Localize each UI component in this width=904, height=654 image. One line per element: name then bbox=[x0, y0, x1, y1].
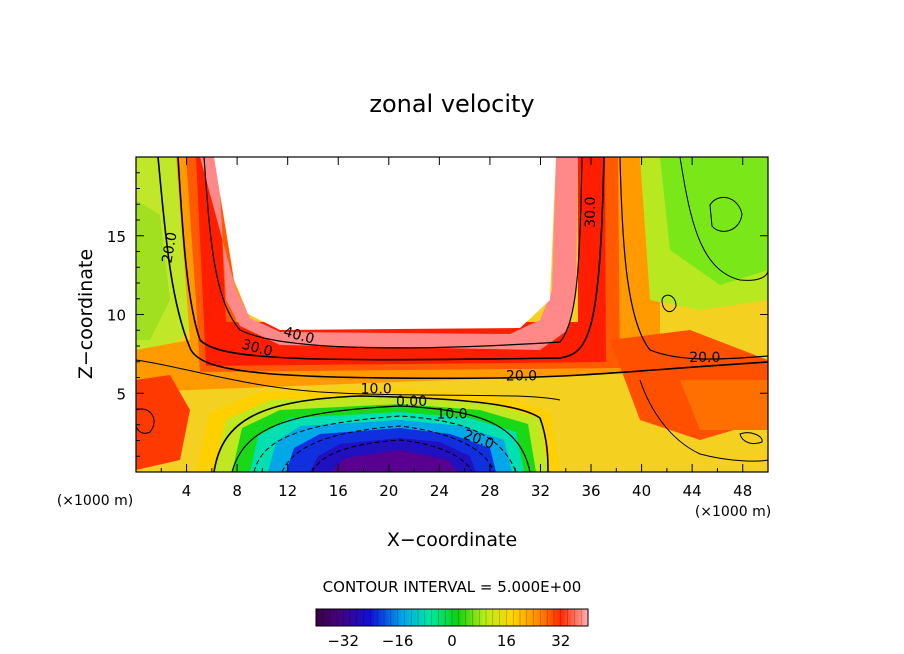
field-left-lightgreen bbox=[136, 200, 170, 340]
contour-label: 0.00 bbox=[396, 394, 427, 410]
contour-10 bbox=[213, 395, 549, 472]
x-tick-label: 24 bbox=[430, 482, 449, 500]
y-tick-label: 10 bbox=[107, 307, 126, 325]
colorbar-tick-label: −16 bbox=[382, 632, 414, 650]
contour-20 bbox=[157, 157, 768, 380]
contour-island-b bbox=[661, 294, 677, 313]
contour-right-20 bbox=[619, 157, 768, 360]
colorbar-tick-label: 32 bbox=[551, 632, 570, 650]
colorbar-ticks: −32 −16 0 16 32 bbox=[315, 609, 589, 650]
colorbar-tick-label: 0 bbox=[447, 632, 457, 650]
contour-island-a bbox=[709, 196, 743, 232]
colorbar-tick-label: 16 bbox=[497, 632, 516, 650]
field-low-purple bbox=[330, 450, 458, 472]
contour-label: 10.0 bbox=[436, 406, 467, 422]
contour-0 bbox=[231, 405, 531, 472]
y-axis-ticks: 5 10 15 bbox=[107, 172, 768, 457]
contour-label: 10.0 bbox=[361, 381, 392, 397]
contour-label: 30.0 bbox=[583, 197, 599, 228]
x-tick-label: 32 bbox=[531, 482, 550, 500]
x-tick-label: 16 bbox=[329, 482, 348, 500]
chart-title: zonal velocity bbox=[369, 90, 534, 118]
field-blank-region bbox=[214, 157, 556, 330]
y-tick-label: 15 bbox=[107, 228, 126, 246]
contour-interval-text: CONTOUR INTERVAL = 5.000E+00 bbox=[323, 578, 582, 596]
contour-right-25 bbox=[639, 379, 768, 462]
contour-label: 30.0 bbox=[240, 337, 274, 361]
x-unit-left: (×1000 m) bbox=[57, 493, 133, 509]
y-axis-label: Z−coordinate bbox=[75, 249, 97, 379]
contour-30 bbox=[177, 157, 605, 361]
field-left-red bbox=[136, 375, 190, 470]
x-tick-label: 20 bbox=[379, 482, 398, 500]
contour-label: 20.0 bbox=[506, 369, 537, 385]
x-tick-label: 48 bbox=[733, 482, 752, 500]
contour-40 bbox=[203, 157, 583, 349]
x-tick-label: 28 bbox=[480, 482, 499, 500]
x-axis-label: X−coordinate bbox=[387, 529, 517, 551]
contour-field bbox=[136, 157, 768, 472]
contour-right-island bbox=[739, 432, 763, 445]
x-tick-label: 12 bbox=[278, 482, 297, 500]
contour-neg30 bbox=[311, 439, 473, 472]
x-tick-label: 8 bbox=[232, 482, 242, 500]
field-right-red2 bbox=[680, 380, 768, 430]
y-tick-label: 5 bbox=[116, 385, 126, 403]
contour-label: 20.0 bbox=[159, 231, 180, 264]
contour-right-15 bbox=[679, 157, 768, 281]
contour-15 bbox=[136, 359, 561, 401]
field-max-pink bbox=[200, 157, 578, 350]
colorbar-tick-label: −32 bbox=[327, 632, 359, 650]
x-tick-label: 44 bbox=[683, 482, 702, 500]
x-unit-right: (×1000 m) bbox=[695, 504, 771, 520]
contour-left-island bbox=[136, 408, 155, 434]
contour-label: 20.0 bbox=[689, 350, 720, 366]
field-right-green bbox=[660, 157, 768, 285]
contour-lines bbox=[136, 157, 768, 472]
contour-neg20 bbox=[281, 425, 495, 472]
x-tick-label: 4 bbox=[182, 482, 192, 500]
x-axis-ticks: 4 8 12 16 20 24 28 32 36 40 44 48 bbox=[160, 157, 752, 500]
x-tick-label: 36 bbox=[581, 482, 600, 500]
x-tick-label: 40 bbox=[632, 482, 651, 500]
contour-label: 40.0 bbox=[282, 324, 316, 348]
